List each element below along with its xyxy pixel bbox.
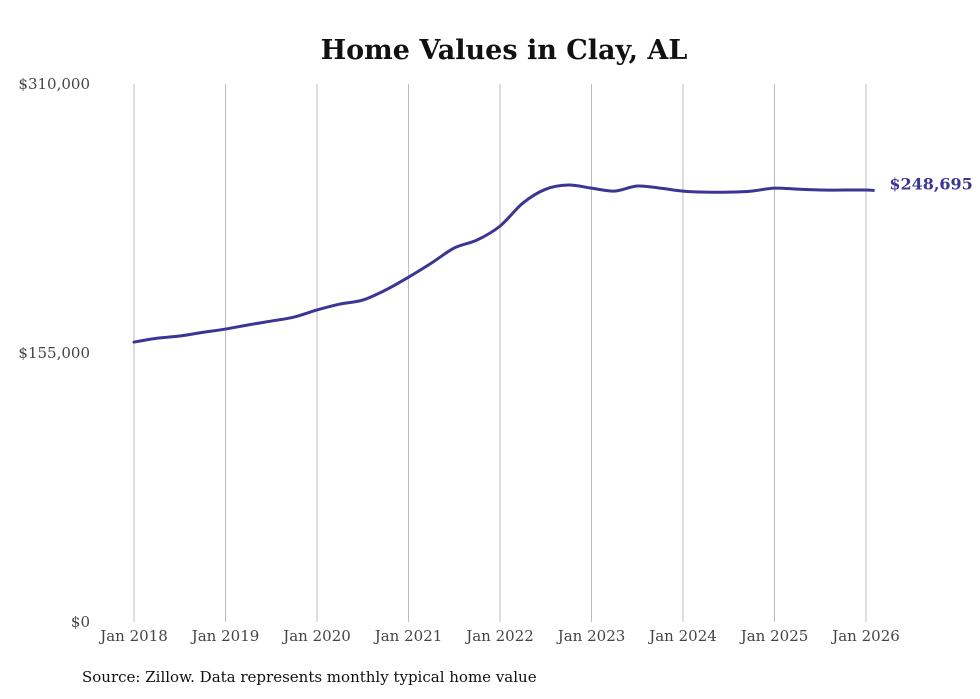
x-tick-label: Jan 2021: [373, 627, 443, 645]
series-line: [132, 183, 875, 344]
gridlines: [133, 84, 867, 622]
y-tick-label: $0: [71, 613, 90, 631]
x-tick-label: Jan 2019: [190, 627, 260, 645]
y-tick-label: $310,000: [18, 75, 90, 93]
y-tick-label: $155,000: [18, 344, 90, 362]
y-axis: $0 $155,000 $310,000: [18, 75, 90, 631]
x-tick-label: Jan 2020: [281, 627, 351, 645]
x-tick-label: Jan 2024: [647, 627, 717, 645]
source-note: Source: Zillow. Data represents monthly …: [82, 668, 537, 686]
x-axis: Jan 2018 Jan 2019 Jan 2020 Jan 2021 Jan 2022…: [98, 627, 900, 645]
x-tick-label: Jan 2022: [464, 627, 534, 645]
x-tick-label: Jan 2025: [739, 627, 809, 645]
x-tick-label: Jan 2018: [98, 627, 168, 645]
x-tick-label: Jan 2026: [830, 627, 900, 645]
x-tick-label: Jan 2023: [556, 627, 626, 645]
chart-title: Home Values in Clay, AL: [321, 35, 688, 66]
end-value-label: $248,695: [889, 174, 973, 193]
